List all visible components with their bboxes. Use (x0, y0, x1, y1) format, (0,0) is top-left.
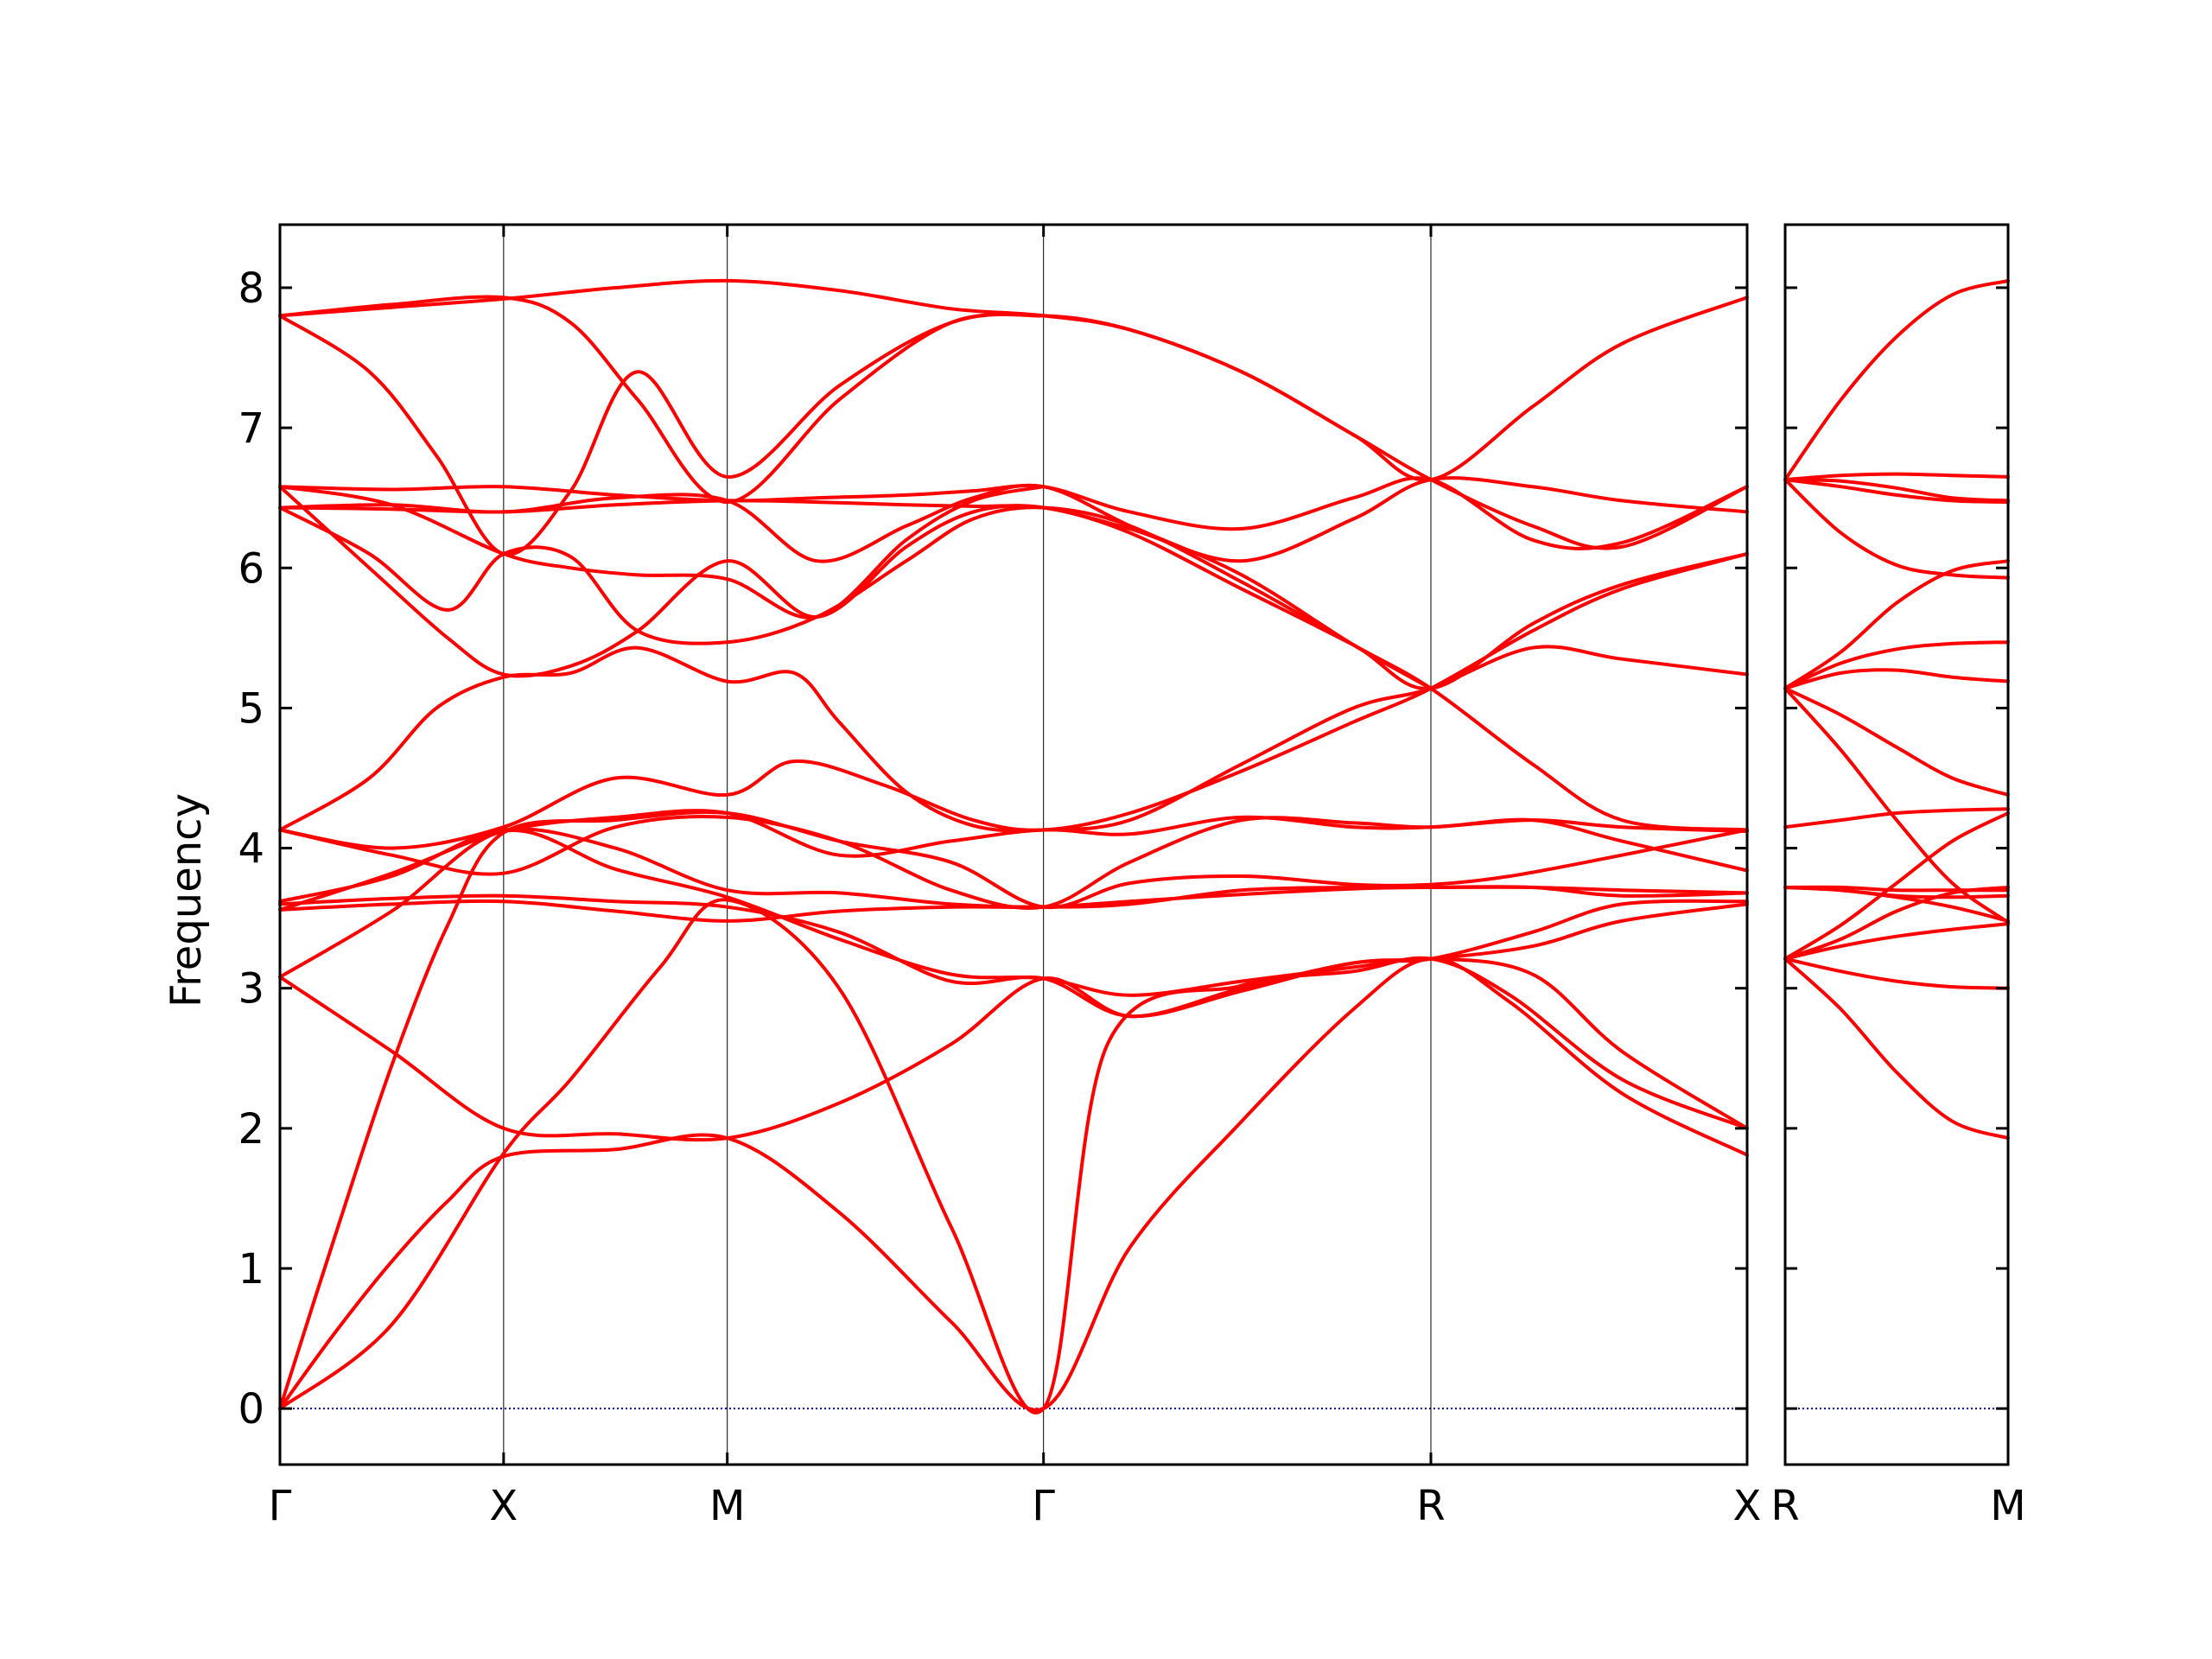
band-line (1783, 922, 2010, 961)
band-line (278, 552, 1749, 850)
band-line (1783, 686, 2010, 925)
band-line (278, 476, 1749, 563)
band-line (278, 483, 1433, 690)
x-tick-label: R (1770, 1482, 1799, 1530)
main-panel-tick-labels: 0 1 2 3 4 5 6 7 8 Γ X M Γ R X (238, 264, 1761, 1530)
band-line (278, 295, 1046, 505)
band-line (278, 893, 1749, 1019)
y-axis-label: Frequency (162, 793, 211, 1007)
y-tick-label: 5 (238, 684, 264, 733)
band-line (1783, 957, 2010, 1141)
x-tick-label: M (709, 1482, 745, 1530)
x-tick-label: X (489, 1482, 518, 1530)
band-line (278, 278, 1749, 482)
plot-frame (1783, 223, 2010, 1466)
band-line (278, 485, 1749, 690)
main-panel-lines (278, 225, 1749, 1465)
band-line (1783, 957, 2010, 990)
main-panel-ticks (278, 223, 1749, 1466)
y-tick-label: 8 (238, 264, 264, 313)
x-tick-label: R (1416, 1482, 1445, 1530)
band-line (278, 312, 1749, 556)
x-tick-label: M (1990, 1482, 2025, 1530)
band-line (1783, 640, 2010, 690)
band-line (278, 810, 1749, 1411)
band-line (278, 957, 1749, 1412)
right-panel-ticks (1783, 223, 2010, 1466)
band-line (1783, 559, 2010, 690)
band-line (278, 485, 1046, 620)
band-line (1783, 686, 2010, 797)
x-tick-label: X (1733, 1482, 1762, 1530)
band-line (1783, 472, 2010, 482)
y-tick-label: 4 (238, 825, 264, 874)
band-line (278, 885, 1749, 923)
y-tick-label: 0 (238, 1385, 264, 1433)
band-line (1783, 668, 2010, 690)
y-tick-label: 1 (238, 1245, 264, 1294)
band-line (1783, 278, 2010, 482)
band-line (1783, 807, 2010, 830)
main-panel: 0 1 2 3 4 5 6 7 8 Γ X M Γ R X (238, 223, 1761, 1530)
band-line (1783, 478, 2010, 503)
x-tick-label: Γ (269, 1482, 292, 1530)
band-line (278, 899, 1749, 1142)
band-line (278, 505, 1749, 832)
y-tick-label: 3 (238, 965, 264, 1014)
y-tick-label: 7 (238, 404, 264, 453)
plot-frame (278, 223, 1749, 1466)
band-line (1783, 886, 2010, 923)
right-panel-lines (1783, 278, 2010, 1410)
y-tick-label: 6 (238, 544, 264, 593)
y-tick-label: 2 (238, 1105, 264, 1154)
band-line (1783, 886, 2010, 961)
band-line (1783, 478, 2010, 580)
x-tick-label: Γ (1032, 1482, 1055, 1530)
band-line (278, 898, 1749, 1414)
band-line (1783, 478, 2010, 505)
band-line (1783, 811, 2010, 961)
